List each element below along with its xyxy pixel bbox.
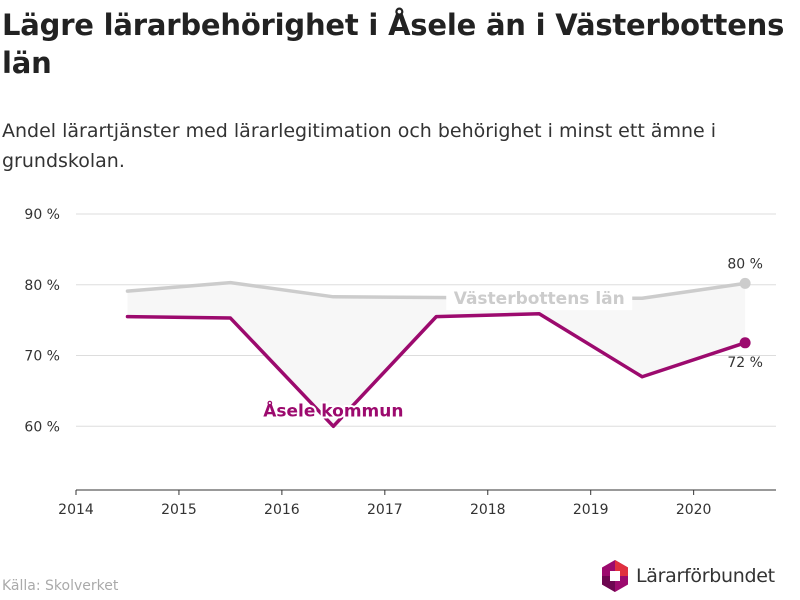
end-label-vasterbotten: 80 % xyxy=(727,256,763,272)
x-tick-label: 2017 xyxy=(367,502,403,518)
y-tick-label: 90 % xyxy=(24,207,60,223)
x-axis: 2014 2015 2016 2017 2018 2019 2020 xyxy=(58,489,776,518)
x-tick-label: 2015 xyxy=(161,502,197,518)
chart-subtitle: Andel lärartjänster med lärarlegitimatio… xyxy=(2,120,717,172)
end-point xyxy=(739,337,751,349)
x-tick-label: 2018 xyxy=(470,502,506,518)
x-tick-label: 2016 xyxy=(264,502,300,518)
x-tick-label: 2020 xyxy=(676,502,712,518)
source-note: Källa: Skolverket xyxy=(2,578,119,594)
x-tick-label: 2014 xyxy=(58,502,94,518)
line-asele xyxy=(125,312,747,429)
line-vasterbotten xyxy=(125,280,747,300)
area-between-series xyxy=(127,282,746,427)
y-tick-label: 60 % xyxy=(24,419,60,435)
area-fill xyxy=(127,282,746,427)
x-tick-label: 2019 xyxy=(573,502,609,518)
end-label-asele: 72 % xyxy=(727,355,763,371)
brand-logo: Lärarförbundet xyxy=(600,556,775,596)
y-tick-label: 80 % xyxy=(24,278,60,294)
labels: 80 % 72 % Västerbottens län Åsele kommun xyxy=(261,256,763,423)
end-point xyxy=(739,277,751,289)
y-tick-label: 70 % xyxy=(24,349,60,365)
series-lines xyxy=(125,277,751,429)
series-label-asele: Åsele kommun xyxy=(263,398,403,421)
brand-name: Lärarförbundet xyxy=(636,565,775,587)
chart-title: Lägre lärarbehörighet i Åsele än i Väste… xyxy=(2,8,785,80)
series-label-bg xyxy=(446,288,633,311)
brand-hexagon-icon xyxy=(602,560,628,592)
series-label-vasterbotten: Västerbottens län xyxy=(454,289,625,309)
